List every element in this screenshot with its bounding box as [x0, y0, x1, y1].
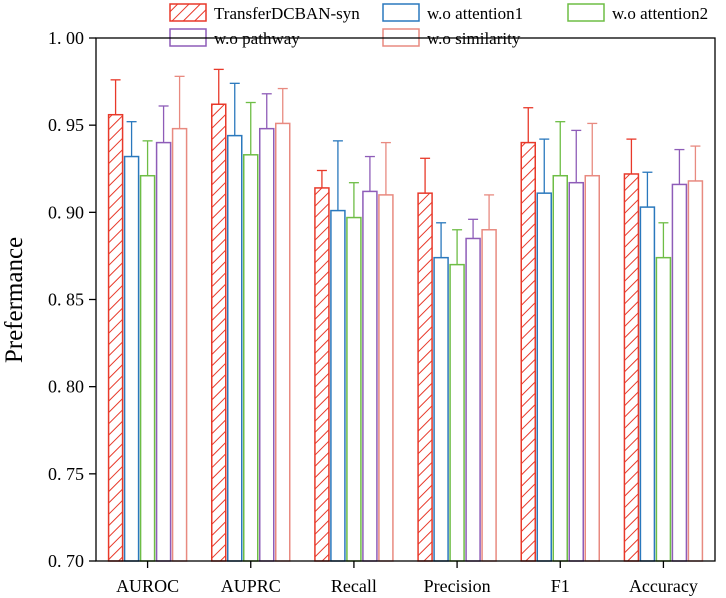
y-tick-label: 0. 70: [48, 551, 84, 571]
x-tick-label: F1: [551, 576, 570, 596]
x-tick-label: Accuracy: [629, 576, 698, 596]
bar: [552, 174, 568, 562]
bar: [687, 180, 704, 562]
legend-label: w.o attention1: [427, 4, 523, 23]
x-tick-label: Precision: [424, 576, 491, 596]
bar: [139, 174, 156, 562]
bar: [671, 183, 688, 562]
bar: [584, 174, 600, 562]
y-tick-label: 0. 90: [48, 202, 84, 222]
bar: [520, 141, 536, 562]
legend-swatch: [567, 3, 605, 22]
bar: [275, 122, 291, 562]
bar: [639, 206, 656, 562]
bar: [330, 209, 346, 562]
y-tick-label: 0. 75: [48, 464, 84, 484]
x-tick-label: AUPRC: [221, 576, 281, 596]
y-axis-label: Prefermance: [1, 237, 28, 363]
legend: TransferDCBAN-syn w.o attention1 w.o atten…: [169, 3, 708, 48]
bar: [536, 192, 552, 562]
y-tick-label: 0. 95: [48, 115, 84, 135]
bar: [465, 237, 481, 562]
bar: [433, 256, 449, 562]
bar: [346, 216, 362, 562]
bar: [314, 187, 330, 562]
bar: [171, 127, 188, 562]
bar: [481, 229, 497, 562]
bar: [417, 192, 433, 562]
legend-swatch: [382, 3, 420, 22]
bar: [449, 263, 465, 562]
bar: [568, 181, 584, 562]
bar: [211, 103, 227, 562]
bar: [243, 154, 259, 562]
y-tick-label: 0. 85: [48, 290, 84, 310]
plot-area: 0. 70 0. 75 0. 80 0. 85 0. 90 0. 95 1. 00 AUROC…: [48, 28, 704, 596]
bar: [259, 127, 275, 562]
bar: [123, 155, 140, 562]
legend-label: w.o attention2: [612, 4, 708, 23]
bar: [107, 113, 124, 562]
bar: [362, 190, 378, 562]
bar: [623, 173, 640, 562]
bar: [155, 141, 172, 562]
plot-frame: [95, 37, 716, 562]
legend-label: TransferDCBAN-syn: [214, 4, 360, 23]
bar: [378, 194, 394, 562]
bar: [227, 134, 243, 562]
y-tick-label: 1. 00: [48, 28, 84, 48]
y-tick-label: 0. 80: [48, 377, 84, 397]
legend-swatch: [169, 3, 207, 22]
bar: [655, 256, 672, 562]
x-tick-label: Recall: [331, 576, 377, 596]
x-tick-label: AUROC: [116, 576, 179, 596]
